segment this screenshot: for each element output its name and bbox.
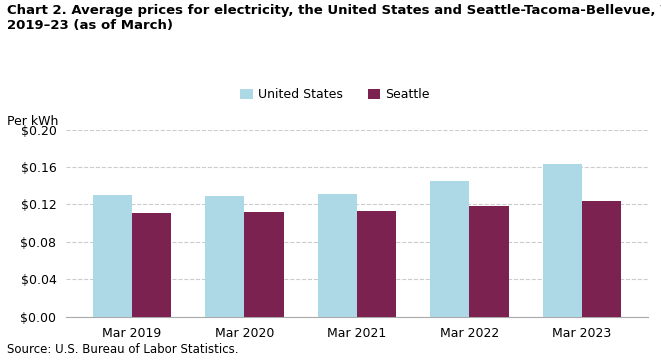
Bar — [469, 206, 509, 317]
Bar — [543, 164, 582, 317]
Bar — [582, 201, 621, 317]
Bar — [357, 211, 397, 317]
Bar — [317, 194, 357, 317]
Bar — [245, 212, 284, 317]
Legend: United States, Seattle: United States, Seattle — [235, 84, 434, 107]
Bar — [93, 195, 132, 317]
Text: Source: U.S. Bureau of Labor Statistics.: Source: U.S. Bureau of Labor Statistics. — [7, 343, 238, 356]
Text: Chart 2. Average prices for electricity, the United States and Seattle-Tacoma-Be: Chart 2. Average prices for electricity,… — [7, 4, 661, 32]
Bar — [132, 213, 171, 317]
Bar — [205, 195, 245, 317]
Text: Per kWh: Per kWh — [7, 115, 58, 128]
Bar — [430, 181, 469, 317]
